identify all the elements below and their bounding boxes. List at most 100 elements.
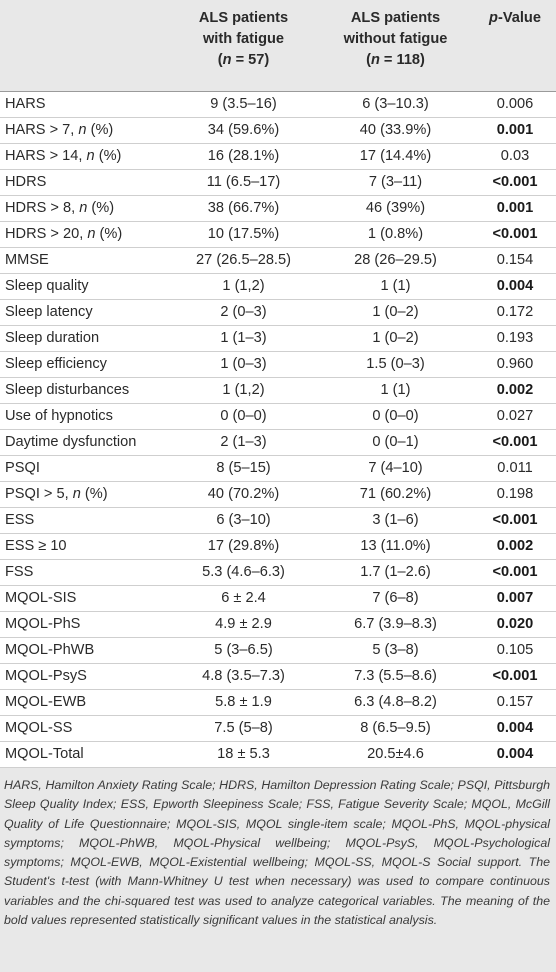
row-label: MQOL-Total [0, 741, 170, 768]
row-label: ESS ≥ 10 [0, 533, 170, 560]
cell-p-value: 0.002 [474, 377, 556, 404]
cell-with-fatigue: 16 (28.1%) [170, 143, 317, 170]
cell-with-fatigue: 2 (0–3) [170, 299, 317, 326]
cell-with-fatigue: 5 (3–6.5) [170, 637, 317, 664]
cell-with-fatigue: 8 (5–15) [170, 455, 317, 482]
header-without-fatigue-line2: without fatigue [343, 31, 448, 47]
cell-with-fatigue: 2 (1–3) [170, 429, 317, 456]
cell-p-value: <0.001 [474, 429, 556, 456]
cell-with-fatigue: 6 (3–10) [170, 507, 317, 534]
table-row: PSQI 8 (5–15) 7 (4–10) 0.011 [0, 455, 556, 482]
cell-p-value: 0.004 [474, 273, 556, 300]
cell-with-fatigue: 5.8 ± 1.9 [170, 689, 317, 716]
header-without-fatigue-line1: ALS patients [350, 10, 441, 26]
cell-p-value: 0.011 [474, 455, 556, 482]
header-with-fatigue: ALS patients with fatigue (n = 57) [170, 0, 317, 92]
table-row: MQOL-PhS 4.9 ± 2.9 6.7 (3.9–8.3) 0.020 [0, 611, 556, 638]
cell-without-fatigue: 1 (0–2) [317, 325, 474, 352]
cell-without-fatigue: 6.7 (3.9–8.3) [317, 611, 474, 638]
cell-without-fatigue: 8 (6.5–9.5) [317, 715, 474, 742]
cell-with-fatigue: 18 ± 5.3 [170, 741, 317, 768]
row-label: Sleep duration [0, 325, 170, 352]
cell-with-fatigue: 17 (29.8%) [170, 533, 317, 560]
cell-p-value: 0.001 [474, 117, 556, 144]
cell-with-fatigue: 5.3 (4.6–6.3) [170, 559, 317, 586]
row-label: MMSE [0, 247, 170, 274]
cell-p-value: 0.007 [474, 585, 556, 612]
cell-without-fatigue: 40 (33.9%) [317, 117, 474, 144]
cell-p-value: <0.001 [474, 221, 556, 248]
cell-p-value: 0.004 [474, 715, 556, 742]
table-row: MMSE 27 (26.5–28.5) 28 (26–29.5) 0.154 [0, 247, 556, 274]
row-label: MQOL-PsyS [0, 663, 170, 690]
cell-p-value: 0.027 [474, 403, 556, 430]
cell-without-fatigue: 1 (0.8%) [317, 221, 474, 248]
cell-without-fatigue: 6.3 (4.8–8.2) [317, 689, 474, 716]
row-label: HARS > 7, n (%) [0, 117, 170, 144]
cell-with-fatigue: 34 (59.6%) [170, 117, 317, 144]
table-row: HDRS > 8, n (%) 38 (66.7%) 46 (39%) 0.001 [0, 195, 556, 222]
cell-with-fatigue: 1 (1–3) [170, 325, 317, 352]
cell-p-value: 0.154 [474, 247, 556, 274]
cell-with-fatigue: 10 (17.5%) [170, 221, 317, 248]
row-label: Sleep quality [0, 273, 170, 300]
cell-p-value: 0.03 [474, 143, 556, 170]
row-label: ESS [0, 507, 170, 534]
cell-with-fatigue: 9 (3.5–16) [170, 91, 317, 118]
row-label: Sleep efficiency [0, 351, 170, 378]
row-label: HDRS > 20, n (%) [0, 221, 170, 248]
cell-p-value: 0.198 [474, 481, 556, 508]
cell-without-fatigue: 28 (26–29.5) [317, 247, 474, 274]
cell-without-fatigue: 1 (1) [317, 377, 474, 404]
cell-without-fatigue: 3 (1–6) [317, 507, 474, 534]
cell-with-fatigue: 4.9 ± 2.9 [170, 611, 317, 638]
cell-without-fatigue: 1 (1) [317, 273, 474, 300]
header-with-fatigue-line1: ALS patients [198, 10, 289, 26]
cell-p-value: 0.193 [474, 325, 556, 352]
cell-without-fatigue: 0 (0–0) [317, 403, 474, 430]
cell-with-fatigue: 4.8 (3.5–7.3) [170, 663, 317, 690]
cell-with-fatigue: 7.5 (5–8) [170, 715, 317, 742]
cell-without-fatigue: 7.3 (5.5–8.6) [317, 663, 474, 690]
table-row: MQOL-PsyS 4.8 (3.5–7.3) 7.3 (5.5–8.6) <0.00… [0, 663, 556, 690]
cell-p-value: <0.001 [474, 663, 556, 690]
cell-without-fatigue: 20.5±4.6 [317, 741, 474, 768]
cell-p-value: <0.001 [474, 507, 556, 534]
header-with-fatigue-line2: with fatigue [202, 31, 285, 47]
cell-p-value: 0.001 [474, 195, 556, 222]
results-table: ALS patients with fatigue (n = 57) ALS p… [0, 0, 556, 768]
row-label: MQOL-EWB [0, 689, 170, 716]
cell-with-fatigue: 1 (0–3) [170, 351, 317, 378]
table-row: MQOL-SIS 6 ± 2.4 7 (6–8) 0.007 [0, 585, 556, 612]
row-label: FSS [0, 559, 170, 586]
row-label: MQOL-SIS [0, 585, 170, 612]
table-row: ESS 6 (3–10) 3 (1–6) <0.001 [0, 507, 556, 534]
cell-p-value: 0.105 [474, 637, 556, 664]
row-label: HDRS [0, 169, 170, 196]
row-label: HDRS > 8, n (%) [0, 195, 170, 222]
cell-without-fatigue: 7 (6–8) [317, 585, 474, 612]
header-variable [0, 0, 170, 92]
row-label: MQOL-PhS [0, 611, 170, 638]
cell-without-fatigue: 1 (0–2) [317, 299, 474, 326]
cell-p-value: 0.020 [474, 611, 556, 638]
cell-p-value: 0.960 [474, 351, 556, 378]
row-label: MQOL-SS [0, 715, 170, 742]
table-row: HDRS 11 (6.5–17) 7 (3–11) <0.001 [0, 169, 556, 196]
cell-without-fatigue: 17 (14.4%) [317, 143, 474, 170]
cell-with-fatigue: 6 ± 2.4 [170, 585, 317, 612]
cell-with-fatigue: 27 (26.5–28.5) [170, 247, 317, 274]
table-row: MQOL-SS 7.5 (5–8) 8 (6.5–9.5) 0.004 [0, 715, 556, 742]
table-row: HARS > 7, n (%) 34 (59.6%) 40 (33.9%) 0.001 [0, 117, 556, 144]
table-row: Sleep disturbances 1 (1,2) 1 (1) 0.002 [0, 377, 556, 404]
cell-without-fatigue: 71 (60.2%) [317, 481, 474, 508]
cell-without-fatigue: 6 (3–10.3) [317, 91, 474, 118]
cell-p-value: 0.004 [474, 741, 556, 768]
cell-p-value: 0.172 [474, 299, 556, 326]
table-row: Sleep quality 1 (1,2) 1 (1) 0.004 [0, 273, 556, 300]
header-without-fatigue-n: (n = 118) [366, 52, 425, 68]
cell-with-fatigue: 0 (0–0) [170, 403, 317, 430]
cell-without-fatigue: 1.7 (1–2.6) [317, 559, 474, 586]
row-label: HARS [0, 91, 170, 118]
